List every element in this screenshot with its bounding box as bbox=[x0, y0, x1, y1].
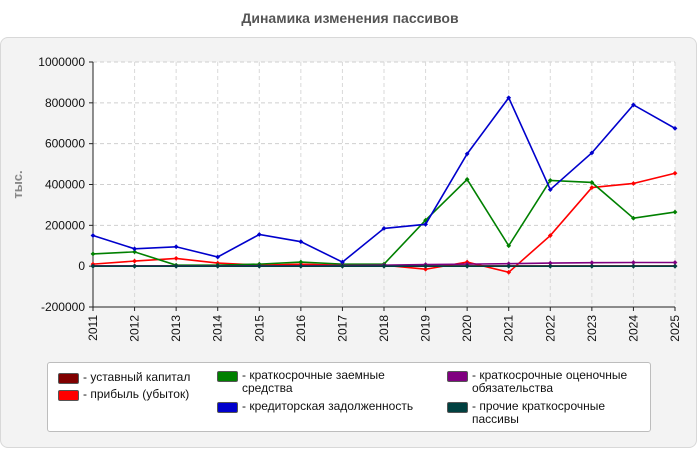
series-3-point bbox=[132, 246, 137, 252]
series-2-point bbox=[589, 180, 595, 185]
series-4-point bbox=[589, 260, 595, 266]
legend-swatch-3 bbox=[217, 402, 238, 413]
y-tick-label: 800000 bbox=[45, 96, 85, 110]
series-2-point bbox=[132, 249, 137, 255]
legend-swatch-2 bbox=[217, 371, 238, 382]
series-5-point bbox=[631, 263, 636, 269]
series-5-point bbox=[340, 263, 345, 269]
x-tick-label: 2014 bbox=[211, 315, 225, 342]
series-2-point bbox=[547, 178, 553, 183]
x-tick-label: 2024 bbox=[626, 315, 640, 342]
legend-label-2: - краткосрочные заемные средства bbox=[242, 368, 385, 395]
x-tick-label: 2015 bbox=[252, 315, 266, 342]
y-tick-label: 1000000 bbox=[38, 55, 85, 69]
series-1-point bbox=[132, 258, 137, 264]
y-axis-label: тыс. bbox=[10, 170, 25, 198]
legend-label-1: - прибыль (убыток) bbox=[83, 387, 190, 401]
series-3-point bbox=[381, 225, 387, 231]
legend-label-0: - уставный капитал bbox=[83, 370, 191, 384]
series-2-point bbox=[506, 243, 512, 249]
series-5-point bbox=[672, 263, 678, 269]
series-5-point bbox=[215, 263, 221, 269]
series-1-point bbox=[506, 269, 512, 275]
series-2-point bbox=[90, 251, 96, 257]
series-4-point bbox=[506, 261, 512, 267]
series-5-point bbox=[298, 263, 304, 269]
series-3-point bbox=[90, 233, 96, 238]
series-1-point bbox=[589, 185, 595, 190]
legend-label-3: - кредиторская задолженность bbox=[242, 399, 414, 413]
x-tick-label: 2022 bbox=[543, 315, 557, 342]
legend-label-5: - прочие краткосрочные пассивы bbox=[472, 399, 606, 426]
series-4-point bbox=[631, 260, 636, 265]
series-4-point bbox=[547, 260, 553, 266]
x-tick-label: 2021 bbox=[502, 315, 516, 342]
series-3-point bbox=[298, 239, 304, 245]
series-5-point bbox=[423, 263, 428, 269]
y-tick-label: 200000 bbox=[45, 218, 85, 232]
series-3-point bbox=[506, 95, 512, 101]
legend-swatch-0 bbox=[58, 373, 79, 384]
series-5-point bbox=[589, 263, 595, 269]
legend-item-2: - краткосрочные заемные средства bbox=[217, 369, 432, 395]
series-1-point bbox=[672, 170, 678, 176]
series-1-point bbox=[547, 233, 553, 238]
series-5-point bbox=[506, 263, 512, 269]
legend-item-1: - прибыль (убыток) bbox=[58, 388, 208, 401]
legend-item-3: - кредиторская задолженность bbox=[217, 400, 457, 413]
series-1-point bbox=[173, 256, 179, 261]
series-2-point bbox=[464, 176, 470, 182]
series-5-point bbox=[132, 263, 137, 269]
legend-item-0: - уставный капитал bbox=[58, 371, 208, 384]
series-3-point bbox=[340, 259, 345, 265]
legend: - уставный капитал - прибыль (убыток) - … bbox=[47, 362, 651, 432]
series-3-point bbox=[672, 125, 678, 131]
series-3-point bbox=[173, 244, 179, 250]
series-3-point bbox=[589, 150, 595, 156]
series-5-point bbox=[547, 263, 553, 269]
x-tick-label: 2013 bbox=[169, 315, 183, 342]
series-5-point bbox=[381, 263, 387, 269]
series-5-point bbox=[256, 263, 262, 269]
series-5-point bbox=[464, 263, 470, 269]
series-2-point bbox=[298, 259, 304, 265]
x-tick-label: 2019 bbox=[419, 315, 433, 342]
x-tick-label: 2011 bbox=[86, 315, 100, 341]
series-2-point bbox=[631, 215, 636, 221]
x-tick-label: 2012 bbox=[128, 315, 142, 342]
legend-swatch-4 bbox=[447, 371, 468, 382]
y-tick-label: 600000 bbox=[45, 137, 85, 151]
series-3-point bbox=[215, 254, 221, 260]
x-tick-label: 2017 bbox=[335, 315, 349, 342]
series-1-point bbox=[631, 181, 636, 186]
series-3-point bbox=[464, 151, 470, 157]
legend-label-4: - краткосрочные оценочные обязательства bbox=[472, 368, 628, 395]
legend-item-5: - прочие краткосрочные пассивы bbox=[447, 400, 647, 426]
x-tick-label: 2016 bbox=[294, 315, 308, 342]
legend-swatch-1 bbox=[58, 390, 79, 401]
x-tick-label: 2023 bbox=[585, 315, 599, 342]
chart-title: Динамика изменения пассивов bbox=[241, 10, 459, 26]
y-tick-label: 400000 bbox=[45, 178, 85, 192]
series-5-point bbox=[90, 263, 96, 269]
series-3-point bbox=[547, 187, 553, 193]
series-3-point bbox=[423, 221, 428, 227]
series-2-point bbox=[672, 209, 678, 215]
series-4-point bbox=[672, 260, 678, 265]
x-tick-label: 2025 bbox=[668, 315, 682, 342]
y-tick-label: 0 bbox=[78, 259, 85, 273]
x-tick-label: 2020 bbox=[460, 315, 474, 342]
series-3-point bbox=[631, 102, 636, 108]
x-tick-label: 2018 bbox=[377, 315, 391, 342]
y-tick-label: -200000 bbox=[41, 300, 85, 314]
legend-item-4: - краткосрочные оценочные обязательства bbox=[447, 369, 647, 395]
series-5-point bbox=[173, 263, 179, 269]
series-3-point bbox=[256, 232, 262, 237]
series-1-point bbox=[423, 266, 428, 272]
legend-swatch-5 bbox=[447, 402, 468, 413]
